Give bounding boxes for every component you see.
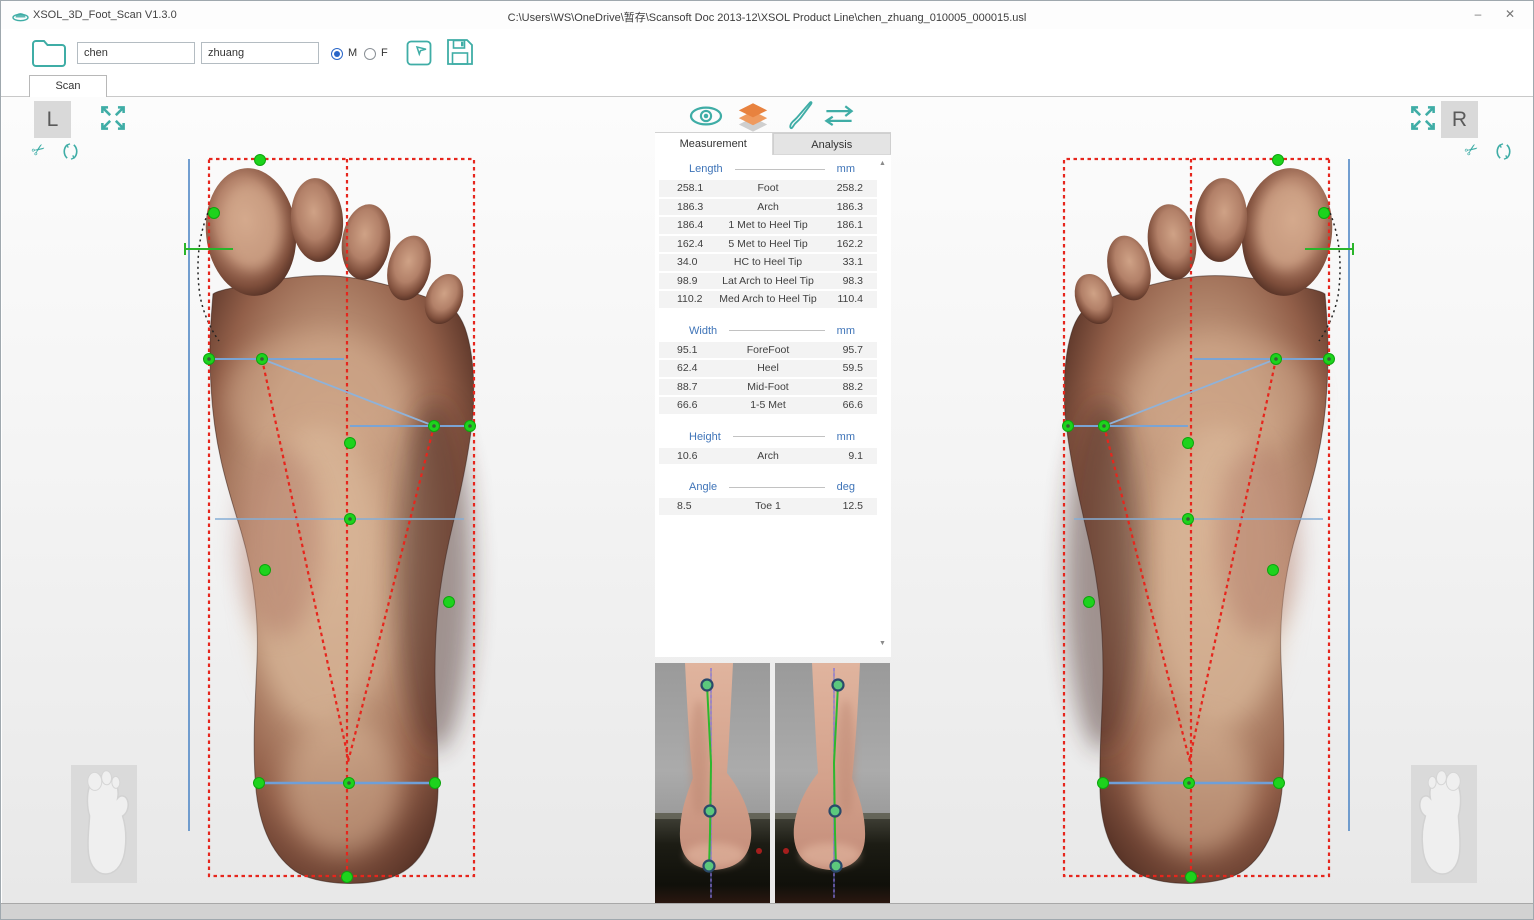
measurement-row[interactable]: 162.4 5 Met to Heel Tip 162.2 [659, 235, 877, 252]
export-icon[interactable] [405, 39, 433, 67]
panel-tabstrip: Measurement Analysis [655, 132, 891, 155]
section-divider [732, 436, 825, 437]
close-button[interactable]: ✕ [1504, 7, 1516, 21]
swap-arrows-icon[interactable] [822, 102, 856, 130]
section-header: Width mm [659, 323, 877, 339]
male-radio-label: M [348, 47, 358, 59]
section-title: Angle [689, 481, 718, 493]
section-divider [734, 168, 825, 170]
scroll-up-icon[interactable]: ▲ [879, 160, 886, 167]
measurement-row[interactable]: 66.6 1-5 Met 66.6 [659, 397, 877, 414]
scanner-icon [12, 13, 29, 22]
section-header: Length mm [659, 161, 877, 177]
measurement-row[interactable]: 62.4 Heel 59.5 [659, 360, 877, 377]
app-title: XSOL_3D_Foot_Scan V1.3.0 [33, 9, 177, 21]
tab-scan[interactable]: Scan [29, 75, 107, 97]
female-radio-label: F [381, 47, 388, 59]
last-name-input[interactable] [201, 42, 319, 64]
measurement-row[interactable]: 34.0 HC to Heel Tip 33.1 [659, 254, 877, 271]
tab-analysis[interactable]: Analysis [772, 133, 891, 155]
layers-icon[interactable] [736, 99, 770, 133]
scroll-down-icon[interactable]: ▼ [879, 640, 886, 647]
rotate-icon[interactable] [61, 142, 80, 161]
title-bar: XSOL_3D_Foot_Scan V1.3.0 C:\Users\WS\One… [1, 1, 1533, 29]
first-name-input[interactable] [77, 42, 195, 64]
right-foot-thumbnail[interactable] [1411, 765, 1477, 883]
left-foot-button[interactable]: L [34, 101, 71, 138]
section-divider [729, 330, 825, 331]
section-title: Height [689, 430, 721, 443]
measurement-row[interactable]: 10.6 Arch 9.1 [659, 447, 877, 464]
left-foot-scan-view[interactable] [167, 146, 507, 916]
left-heel-photo[interactable] [655, 663, 770, 903]
section-unit: deg [836, 481, 855, 493]
measurement-row[interactable]: 8.5 Toe 1 12.5 [659, 498, 877, 515]
right-foot-scan-view[interactable] [1031, 146, 1371, 916]
right-foot-button[interactable]: R [1441, 101, 1478, 138]
measurement-row[interactable]: 95.1 ForeFoot 95.7 [659, 341, 877, 358]
folder-open-icon[interactable] [29, 35, 69, 71]
right-foot-3d-model[interactable] [1031, 146, 1371, 916]
scissors-icon[interactable]: ✂ [1461, 139, 1483, 162]
expand-icon[interactable] [96, 101, 130, 135]
female-radio[interactable] [364, 48, 376, 60]
measurement-row[interactable]: 258.1 Foot 258.2 [659, 180, 877, 197]
section-divider [729, 486, 825, 488]
file-path: C:\Users\WS\OneDrive\暂存\Scansoft Doc 201… [507, 12, 1027, 24]
section-unit: mm [836, 163, 855, 175]
landmark-points[interactable] [203, 154, 476, 883]
section-title: Width [689, 324, 718, 337]
measurement-row[interactable]: 186.3 Arch 186.3 [659, 198, 877, 215]
section-header: Height mm [659, 429, 877, 445]
bottom-status-strip [1, 903, 1533, 919]
section-header: Angle deg [659, 479, 877, 495]
measurement-row[interactable]: 98.9 Lat Arch to Heel Tip 98.3 [659, 272, 877, 289]
scan-workspace: L ✂ R ✂ [2, 97, 1533, 904]
left-foot-3d-model[interactable] [167, 146, 507, 916]
brush-icon[interactable] [785, 99, 815, 131]
measurement-panel: Measurement Analysis ▲ ▼ Length mm 258.1… [655, 132, 891, 657]
left-foot-thumbnail[interactable] [71, 765, 137, 883]
section-title: Length [689, 163, 723, 175]
foot-sole[interactable] [200, 164, 475, 884]
section-unit: mm [836, 324, 855, 337]
measurement-row[interactable]: 186.4 1 Met to Heel Tip 186.1 [659, 217, 877, 234]
measurement-row[interactable]: 88.7 Mid-Foot 88.2 [659, 378, 877, 395]
right-heel-photo[interactable] [773, 663, 890, 903]
scissors-icon[interactable]: ✂ [28, 139, 50, 162]
measurement-row[interactable]: 110.2 Med Arch to Heel Tip 110.4 [659, 291, 877, 308]
male-radio[interactable] [331, 48, 343, 60]
rotate-icon[interactable] [1494, 142, 1513, 161]
save-icon[interactable] [444, 36, 476, 68]
measurement-table: Length mm 258.1 Foot 258.2 186.3 Arch 186.3 … [659, 161, 877, 517]
eye-icon[interactable] [688, 103, 724, 129]
expand-icon[interactable] [1406, 101, 1440, 135]
tab-measurement[interactable]: Measurement [655, 133, 773, 155]
tabstrip-divider [1, 96, 1533, 97]
minimize-button[interactable]: – [1474, 7, 1482, 21]
section-unit: mm [836, 430, 855, 443]
